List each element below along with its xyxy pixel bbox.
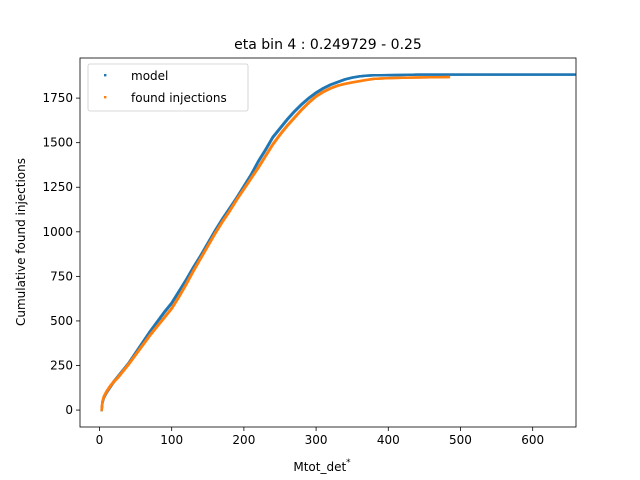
x-tick-label: 0 (96, 433, 104, 447)
x-tick-label: 200 (232, 433, 255, 447)
x-axis-title: Mtot_det* (293, 458, 351, 474)
x-axis-ticks: 0 100 200 300 400 500 600 (96, 427, 544, 447)
legend-marker-model (104, 74, 107, 77)
series-found-injections (100, 75, 451, 412)
x-tick-label: 400 (377, 433, 400, 447)
y-tick-label: 1250 (42, 180, 73, 194)
y-tick-label: 250 (50, 359, 73, 373)
plot-area (79, 57, 577, 428)
x-axis-title-superscript: * (346, 458, 351, 468)
y-tick-label: 1750 (42, 91, 73, 105)
y-tick-label: 750 (50, 269, 73, 283)
axes-frame (79, 57, 577, 428)
y-tick-label: 1500 (42, 136, 73, 150)
chart-title: eta bin 4 : 0.249729 - 0.25 (234, 37, 422, 53)
legend-label-model: model (131, 69, 168, 83)
legend-box (87, 63, 249, 112)
legend-marker-found-injections (104, 96, 107, 99)
x-tick-label: 300 (305, 433, 328, 447)
series-layer (100, 73, 576, 412)
legend: model found injections (87, 63, 249, 112)
legend-label-found-injections: found injections (131, 91, 227, 105)
x-tick-label: 100 (160, 433, 183, 447)
data-point (573, 73, 576, 76)
y-tick-label: 0 (65, 403, 73, 417)
data-point (447, 75, 451, 79)
y-tick-label: 500 (50, 314, 73, 328)
y-axis-title: Cumulative found injections (14, 158, 28, 326)
y-axis-ticks: 0 250 500 750 1000 1250 1500 1750 (42, 91, 80, 417)
x-tick-label: 600 (521, 433, 544, 447)
x-tick-label: 500 (449, 433, 472, 447)
y-tick-label: 1000 (42, 225, 73, 239)
x-axis-title-text: Mtot_det (293, 460, 346, 474)
